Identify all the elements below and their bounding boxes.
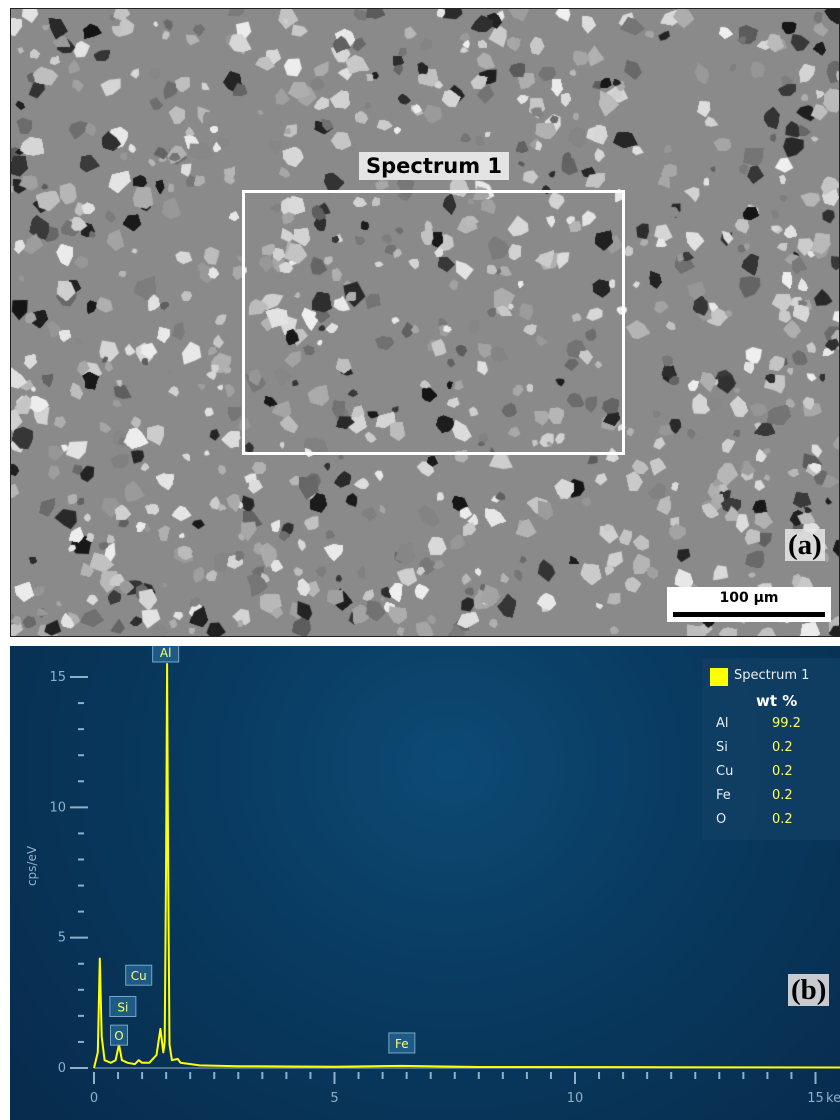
micrograph-panel: Spectrum 1 (a) 100 µm <box>10 8 840 637</box>
roi-label: Spectrum 1 <box>359 152 509 180</box>
panel-tag-b: (b) <box>788 974 830 1006</box>
legend-wt: 99.2 <box>772 716 801 731</box>
x-tick-label: 15 <box>807 1091 824 1106</box>
legend-swatch <box>710 668 728 686</box>
legend-wt: 0.2 <box>772 812 793 827</box>
legend-wt: 0.2 <box>772 764 793 779</box>
legend-element: Si <box>716 740 728 755</box>
x-tick-label: 0 <box>90 1091 98 1106</box>
peak-label-text: Al <box>160 646 172 660</box>
y-tick-label: 10 <box>49 800 66 815</box>
y-axis-title: cps/eV <box>25 845 39 886</box>
composition-legend: Spectrum 1 wt % Al 99.2 Si 0.2 Cu 0.2 Fe… <box>702 658 840 840</box>
peak-label: Fe <box>388 1032 416 1054</box>
scale-bar-label: 100 µm <box>719 590 779 606</box>
peak-label-box <box>125 964 153 986</box>
legend-element: O <box>716 812 727 827</box>
sem-micrograph-image <box>11 9 839 636</box>
peak-label: Al <box>152 646 180 663</box>
peak-label-text: Cu <box>131 969 147 983</box>
legend-header: wt % <box>756 692 798 710</box>
legend-element: Al <box>716 716 729 731</box>
x-axis-title: keV <box>826 1091 840 1106</box>
roi-box <box>242 190 625 455</box>
peak-label-box <box>110 1024 129 1046</box>
legend-wt: 0.2 <box>772 740 793 755</box>
y-tick-label: 5 <box>58 931 66 946</box>
x-tick-label: 5 <box>330 1091 338 1106</box>
peak-label: Si <box>109 995 137 1017</box>
peak-label-text: Si <box>117 1000 128 1014</box>
scale-bar-line <box>673 612 825 617</box>
peak-label-box <box>109 995 137 1017</box>
scale-bar: 100 µm <box>667 587 831 622</box>
peak-label: O <box>110 1024 129 1046</box>
spectrum-series-line <box>93 663 840 1069</box>
peak-label-text: Fe <box>395 1037 409 1051</box>
legend-wt: 0.2 <box>772 788 793 803</box>
legend-element: Cu <box>716 764 734 779</box>
panel-tag-a: (a) <box>785 529 825 561</box>
legend-title: Spectrum 1 <box>734 668 810 683</box>
peak-label-box <box>388 1032 416 1054</box>
y-tick-label: 0 <box>58 1061 66 1076</box>
y-tick-label: 15 <box>49 670 66 685</box>
x-tick-label: 10 <box>567 1091 584 1106</box>
legend-element: Fe <box>716 788 731 803</box>
peak-label-box <box>152 646 180 663</box>
peak-label-text: O <box>114 1029 123 1043</box>
peak-label: Cu <box>125 964 153 986</box>
